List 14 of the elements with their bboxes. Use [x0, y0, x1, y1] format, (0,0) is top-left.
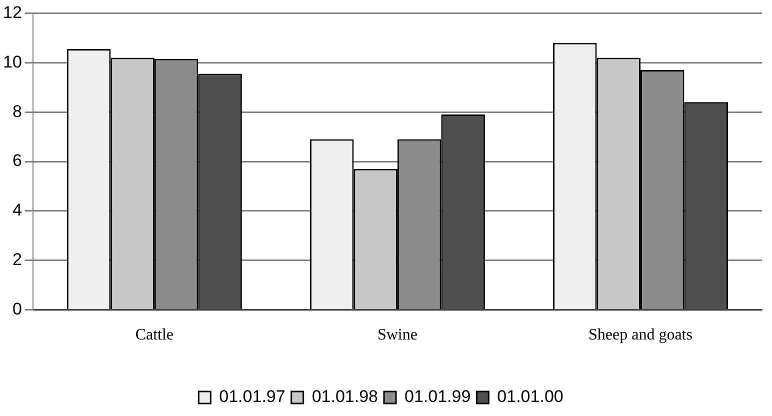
- legend-label: 01.01.00: [497, 387, 564, 406]
- y-tick-label: 8: [12, 102, 22, 121]
- y-tick-label: 6: [12, 151, 22, 170]
- y-tick-label: 12: [2, 2, 22, 22]
- y-tick-label: 0: [12, 299, 22, 318]
- y-tick-label: 10: [2, 52, 22, 72]
- legend-label: 01.01.98: [312, 387, 378, 406]
- x-tick-label: Cattle: [135, 326, 174, 344]
- x-tick-label: Swine: [377, 326, 418, 344]
- legend-label: 01.01.99: [404, 387, 471, 406]
- y-tick-label: 2: [12, 250, 22, 270]
- y-tick-label: 4: [12, 200, 22, 220]
- legend-label: 01.01.97: [219, 387, 286, 406]
- x-tick-label: Sheep and goats: [588, 326, 692, 344]
